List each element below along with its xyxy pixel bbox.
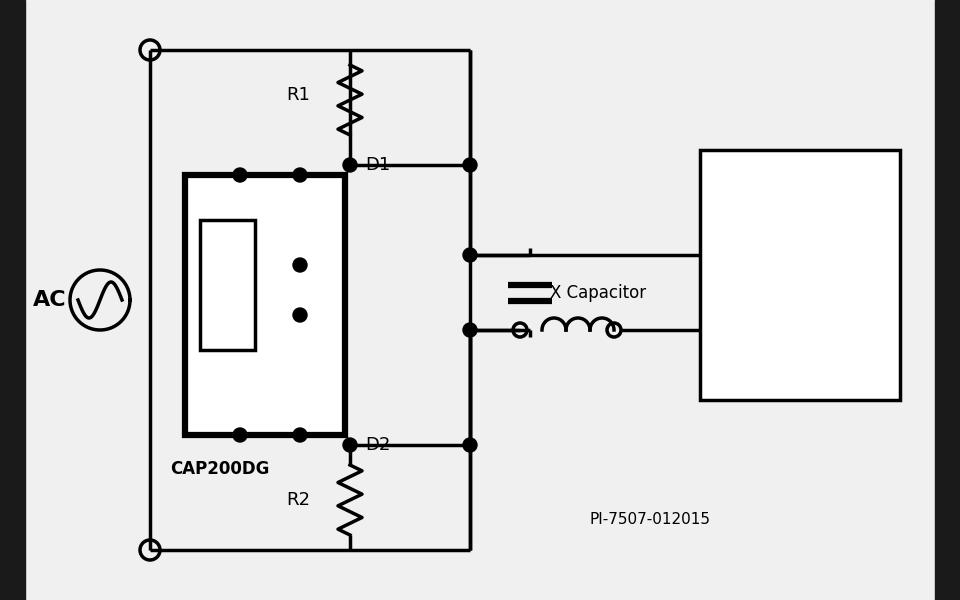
Text: R1: R1 <box>286 86 310 104</box>
Text: MOV
and Other
EMI Filter
Components: MOV and Other EMI Filter Components <box>743 235 857 315</box>
Bar <box>935 0 960 600</box>
Circle shape <box>343 438 357 452</box>
FancyBboxPatch shape <box>700 150 900 400</box>
Circle shape <box>233 168 247 182</box>
Text: PI-7507-012015: PI-7507-012015 <box>589 512 710 527</box>
Text: CAP200DG: CAP200DG <box>170 460 270 478</box>
Text: X Capacitor: X Capacitor <box>550 283 646 301</box>
Circle shape <box>233 428 247 442</box>
Circle shape <box>463 158 477 172</box>
Circle shape <box>463 438 477 452</box>
Circle shape <box>293 428 307 442</box>
Text: D2: D2 <box>365 436 391 454</box>
Circle shape <box>293 258 307 272</box>
Circle shape <box>463 248 477 262</box>
Circle shape <box>463 323 477 337</box>
Circle shape <box>293 308 307 322</box>
Circle shape <box>293 168 307 182</box>
Text: AC: AC <box>34 290 67 310</box>
FancyBboxPatch shape <box>200 220 255 350</box>
Text: R2: R2 <box>286 491 310 509</box>
FancyBboxPatch shape <box>185 175 345 435</box>
Bar <box>0 0 25 600</box>
Circle shape <box>343 158 357 172</box>
Text: D1: D1 <box>365 156 391 174</box>
